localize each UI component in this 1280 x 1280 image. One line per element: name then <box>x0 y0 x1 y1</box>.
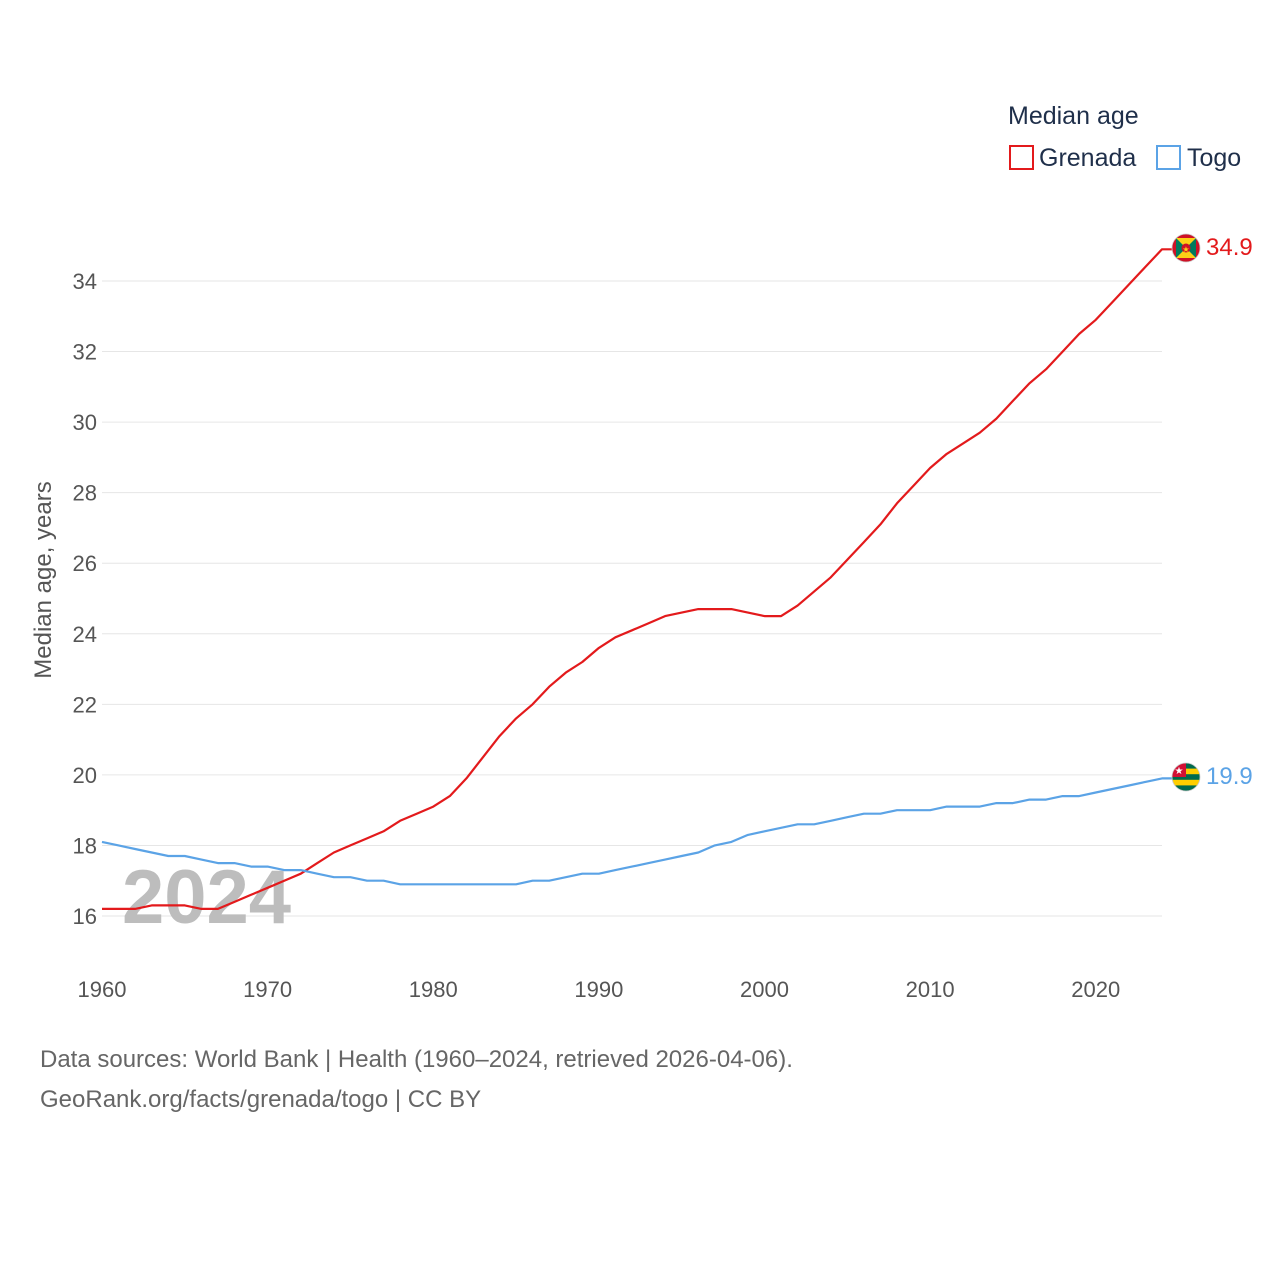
legend-swatch-grenada <box>1009 145 1034 170</box>
y-tick-label: 18 <box>73 833 97 858</box>
y-tick-label: 26 <box>73 551 97 576</box>
y-tick-label: 32 <box>73 340 97 365</box>
gridlines <box>102 280 1162 917</box>
x-tick-label: 1970 <box>243 977 292 1002</box>
legend-label-togo: Togo <box>1187 144 1241 172</box>
end-value-togo: 19.9 <box>1206 763 1253 790</box>
end-value-grenada: 34.9 <box>1206 234 1253 261</box>
legend-item-togo[interactable]: Togo <box>1156 144 1241 172</box>
x-tick-label: 2010 <box>906 977 955 1002</box>
y-axis-title: Median age, years <box>30 481 57 678</box>
y-tick-label: 28 <box>73 481 97 506</box>
y-tick-label: 16 <box>73 904 97 929</box>
legend[interactable]: Median age Grenada Togo <box>1008 102 1241 172</box>
y-tick-label: 30 <box>73 410 97 435</box>
year-watermark: 2024 <box>122 855 291 940</box>
legend-label-grenada: Grenada <box>1039 144 1136 172</box>
legend-item-grenada[interactable]: Grenada <box>1009 144 1136 172</box>
x-tick-label: 1960 <box>78 977 127 1002</box>
x-tick-label: 2000 <box>740 977 789 1002</box>
footer-url: GeoRank.org/facts/grenada/togo | CC BY <box>40 1086 482 1113</box>
x-tick-label: 1990 <box>574 977 623 1002</box>
y-axis-ticks: 16 18 20 22 24 26 28 30 32 34 <box>73 269 97 929</box>
y-tick-label: 22 <box>73 692 97 717</box>
x-axis-ticks: 1960 1970 1980 1990 2000 2010 2020 <box>78 977 1121 1002</box>
grenada-flag-icon: ★ <box>1172 234 1200 262</box>
series-line-grenada[interactable] <box>102 248 1172 911</box>
legend-swatch-togo <box>1156 145 1181 170</box>
y-tick-label: 34 <box>73 269 97 294</box>
svg-text:★: ★ <box>1182 245 1189 254</box>
end-marker-togo: ★ 19.9 <box>1171 762 1253 792</box>
end-marker-grenada: ★ 34.9 <box>1171 233 1253 263</box>
svg-text:★: ★ <box>1175 766 1184 777</box>
series-lines <box>101 248 1172 911</box>
footer-sources: Data sources: World Bank | Health (1960–… <box>40 1046 793 1073</box>
chart-canvas: 16 18 20 22 24 26 28 30 32 34 1960 1970 1980 1990 200… <box>30 102 1253 1002</box>
togo-flag-icon: ★ <box>1172 763 1200 791</box>
y-tick-label: 24 <box>73 622 97 647</box>
y-tick-label: 20 <box>73 763 97 788</box>
series-line-togo[interactable] <box>101 777 1172 886</box>
legend-title: Median age <box>1008 102 1139 130</box>
x-tick-label: 2020 <box>1071 977 1120 1002</box>
x-tick-label: 1980 <box>409 977 458 1002</box>
